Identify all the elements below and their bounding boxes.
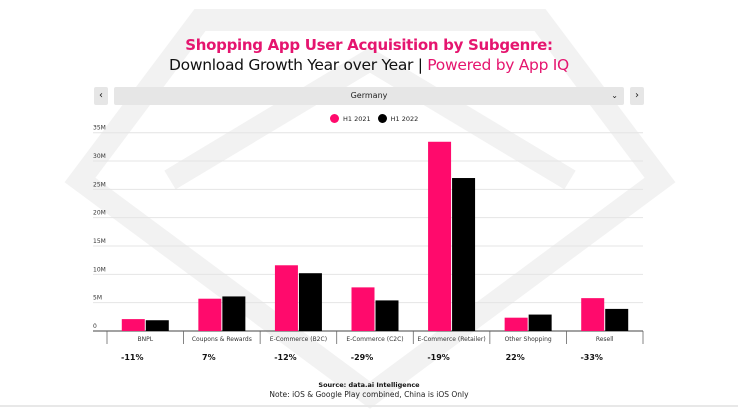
bar-h1-2022 (222, 296, 246, 331)
x-tick-label: BNPL (137, 336, 153, 343)
y-tick-label: 10M (93, 266, 106, 273)
legend: H1 2021 H1 2022 (330, 114, 418, 123)
y-tick-label: 20M (93, 210, 106, 217)
growth-label: -29% (351, 353, 373, 362)
growth-label: 7% (202, 353, 216, 362)
x-tick-label: Resell (596, 336, 614, 343)
country-select[interactable]: Germany ⌄ (114, 87, 624, 105)
growth-label: -11% (121, 353, 143, 362)
prev-button[interactable]: ‹ (94, 87, 108, 105)
y-tick-label: 0 (93, 323, 97, 330)
growth-label: -33% (580, 353, 602, 362)
x-tick-label: Coupons & Rewards (192, 336, 252, 343)
chevron-left-icon: ‹ (99, 90, 103, 101)
subtitle-brand: Powered by App IQ (427, 56, 569, 74)
bar-h1-2021 (504, 317, 528, 331)
y-tick-label: 15M (93, 238, 106, 245)
x-tick-label: E-Commerce (B2C) (270, 336, 327, 343)
y-tick-label: 35M (93, 125, 106, 132)
bottom-divider (0, 405, 738, 407)
bar-h1-2022 (145, 320, 169, 331)
bar-h1-2021 (428, 141, 452, 331)
chevron-down-icon: ⌄ (611, 91, 618, 100)
bar-h1-2022 (528, 314, 552, 331)
source-text: Source: data.ai Intelligence (318, 381, 420, 389)
x-tick-label: E-Commerce (Retailer) (417, 336, 485, 343)
bar-h1-2022 (375, 300, 399, 331)
legend-label-h1-2021: H1 2021 (343, 114, 371, 123)
y-tick-label: 25M (93, 181, 106, 188)
country-selected-value: Germany (350, 91, 388, 100)
y-tick-label: 5M (93, 295, 102, 302)
bar-h1-2021 (121, 319, 145, 331)
bar-h1-2021 (351, 287, 375, 331)
subtitle-main: Download Growth Year over Year | (169, 56, 428, 74)
legend-swatch-h1-2021 (330, 114, 339, 123)
growth-label: -19% (427, 353, 449, 362)
x-tick-label: Other Shopping (505, 336, 552, 343)
bar-h1-2021 (198, 298, 222, 331)
chart-title: Shopping App User Acquisition by Subgenr… (185, 36, 553, 54)
legend-swatch-h1-2022 (377, 114, 387, 123)
bar-h1-2022 (452, 178, 476, 331)
next-button[interactable]: › (630, 87, 644, 105)
chart-subtitle: Download Growth Year over Year | Powered… (0, 56, 738, 74)
growth-label: -12% (274, 353, 296, 362)
chevron-right-icon: › (635, 90, 639, 101)
bar-h1-2021 (274, 265, 298, 331)
bar-h1-2022 (298, 273, 322, 331)
note-text: Note: iOS & Google Play combined, China … (269, 390, 469, 399)
legend-label-h1-2022: H1 2022 (390, 114, 419, 123)
growth-label: 22% (506, 353, 525, 362)
bar-h1-2022 (605, 308, 629, 331)
x-tick-label: E-Commerce (C2C) (346, 336, 403, 343)
y-tick-label: 30M (93, 153, 106, 160)
bar-h1-2021 (581, 298, 605, 331)
